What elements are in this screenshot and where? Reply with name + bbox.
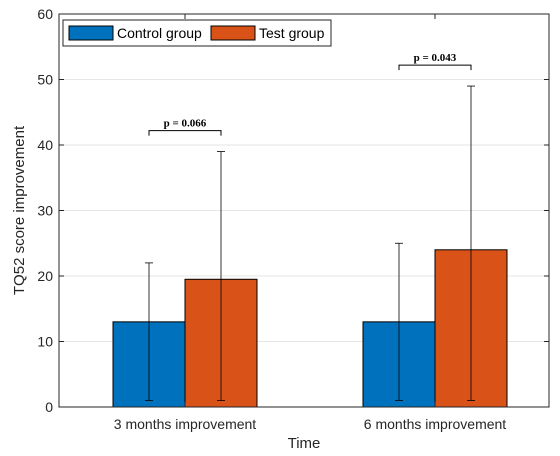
p-value-label: p = 0.043	[414, 52, 457, 64]
error-bars	[145, 85, 475, 401]
significance-bracket	[148, 130, 222, 136]
legend-swatch-test	[210, 25, 256, 41]
x-tick-label: 6 months improvement	[364, 416, 507, 432]
legend-label: Test group	[259, 25, 325, 41]
legend-swatch-control	[68, 25, 114, 41]
y-axis-label: TQ52 score improvement	[11, 125, 28, 295]
x-tick-label: 3 months improvement	[114, 416, 257, 432]
y-tick-label: 20	[37, 268, 53, 284]
y-tick-label: 50	[37, 72, 53, 88]
y-tick-label: 0	[45, 399, 53, 415]
significance-annotations: p = 0.066 p = 0.043	[148, 52, 472, 136]
legend-label: Control group	[117, 25, 202, 41]
significance-bracket	[398, 64, 472, 71]
legend: Control group Test group	[62, 19, 332, 47]
y-tick-label: 30	[37, 203, 53, 219]
axes: 0 10 20 30 40 50 60 3 months improvement 6 month…	[11, 6, 550, 452]
x-axis-label: Time	[288, 435, 321, 452]
y-tick-label: 40	[37, 137, 53, 153]
legend-box	[62, 19, 332, 47]
y-tick-label: 60	[37, 6, 53, 22]
y-tick-label: 10	[37, 334, 53, 350]
p-value-label: p = 0.066	[164, 118, 207, 130]
